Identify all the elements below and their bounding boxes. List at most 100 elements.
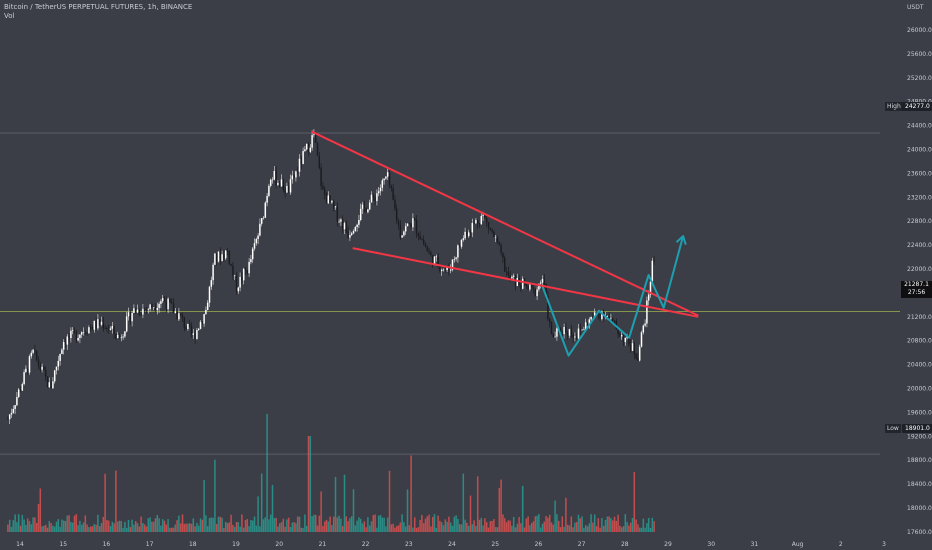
volume-bar — [595, 526, 598, 532]
candle-body — [620, 335, 623, 337]
candle-body — [430, 252, 432, 255]
candle-body — [215, 253, 218, 262]
candle-body — [64, 342, 67, 345]
volume-bar — [43, 525, 45, 532]
candle-body — [512, 275, 515, 277]
date-tick-label: 25 — [491, 541, 499, 548]
volume-bar — [52, 525, 54, 532]
volume-bar — [131, 519, 133, 532]
candle-body — [347, 231, 349, 238]
candle-body — [318, 155, 321, 168]
candle-body — [201, 321, 204, 324]
volume-bar — [604, 520, 607, 532]
candle-body — [332, 200, 335, 208]
candle-body — [395, 208, 398, 221]
date-tick-label: 22 — [362, 541, 370, 548]
candle-body — [142, 308, 144, 315]
candle-body — [107, 329, 110, 330]
price-tick-label: 18800.0 — [907, 457, 932, 464]
volume-bar — [518, 517, 520, 532]
candle-body — [66, 336, 69, 345]
volume-bar — [68, 515, 70, 532]
candle-body — [197, 328, 200, 330]
volume-bar — [197, 525, 200, 532]
candle-body — [169, 298, 171, 303]
candle-body — [190, 326, 193, 335]
volume-bar — [340, 518, 342, 532]
volume-bar — [381, 517, 384, 532]
candle-body — [498, 243, 501, 246]
volume-bar — [295, 523, 297, 532]
volume-bar — [541, 523, 544, 532]
volume-bar — [313, 514, 315, 532]
candle-body — [404, 226, 407, 232]
volume-bar — [631, 517, 634, 532]
candle-body — [406, 223, 409, 227]
candle-body — [365, 207, 367, 213]
candle-body — [239, 276, 241, 288]
volume-bar — [412, 527, 414, 532]
volume-bar — [57, 519, 60, 532]
volume-bar — [17, 514, 20, 532]
volume-bar — [358, 517, 360, 532]
candle-body — [577, 328, 580, 339]
candle-body — [106, 328, 108, 330]
price-tick-label: 18400.0 — [907, 481, 932, 488]
low-label: Low — [885, 424, 901, 433]
candle-body — [188, 323, 191, 327]
candle-body — [613, 320, 616, 322]
volume-bar — [577, 514, 580, 532]
price-tick-label: 23600.0 — [907, 170, 932, 177]
symbol-title: Bitcoin / TetherUS PERPETUAL FUTURES, 1h… — [4, 3, 193, 11]
candle-body — [525, 282, 528, 287]
volume-bar — [455, 515, 457, 532]
candle-body — [642, 325, 645, 333]
volume-bar — [345, 516, 348, 532]
candle-body — [187, 323, 189, 329]
candle-body — [606, 316, 609, 317]
date-tick-label: 21 — [319, 541, 327, 548]
candle-body — [244, 268, 247, 271]
projection-path — [541, 235, 685, 357]
volume-bar — [244, 520, 247, 532]
candle-body — [79, 334, 81, 338]
volume-bar — [617, 514, 619, 532]
candle-body — [167, 298, 169, 310]
volume-bar — [25, 524, 27, 532]
volume-bar — [602, 525, 605, 532]
volume-bar — [21, 515, 24, 532]
candle-body — [176, 311, 178, 320]
date-tick-label: 26 — [535, 541, 543, 548]
volume-bar — [66, 515, 69, 532]
candle-body — [532, 287, 535, 289]
volume-bar — [223, 527, 225, 532]
candle-body — [359, 208, 362, 221]
candle-body — [586, 322, 589, 327]
candle-body — [579, 328, 582, 330]
volume-bar — [556, 514, 558, 532]
date-tick-label: 2 — [839, 541, 843, 548]
candle-body — [295, 171, 297, 178]
candle-body — [539, 282, 542, 284]
volume-bar — [466, 522, 468, 532]
candle-body — [134, 308, 137, 313]
volume-bar — [406, 489, 409, 532]
candle-body — [93, 320, 96, 330]
candle-body — [163, 298, 166, 302]
volume-bar — [192, 518, 195, 532]
candle-body — [343, 223, 346, 230]
candle-body — [12, 408, 15, 413]
candle-body — [505, 271, 508, 273]
candle-body — [597, 314, 600, 316]
volume-bar — [611, 520, 614, 532]
price-tick-label: 20400.0 — [907, 362, 932, 369]
candle-body — [233, 275, 236, 276]
volume-bar — [46, 527, 49, 532]
volume-bar — [269, 514, 272, 532]
volume-bar — [448, 516, 450, 532]
volume-bar — [397, 525, 400, 532]
candle-body — [91, 327, 94, 330]
volume-bar — [230, 514, 232, 532]
